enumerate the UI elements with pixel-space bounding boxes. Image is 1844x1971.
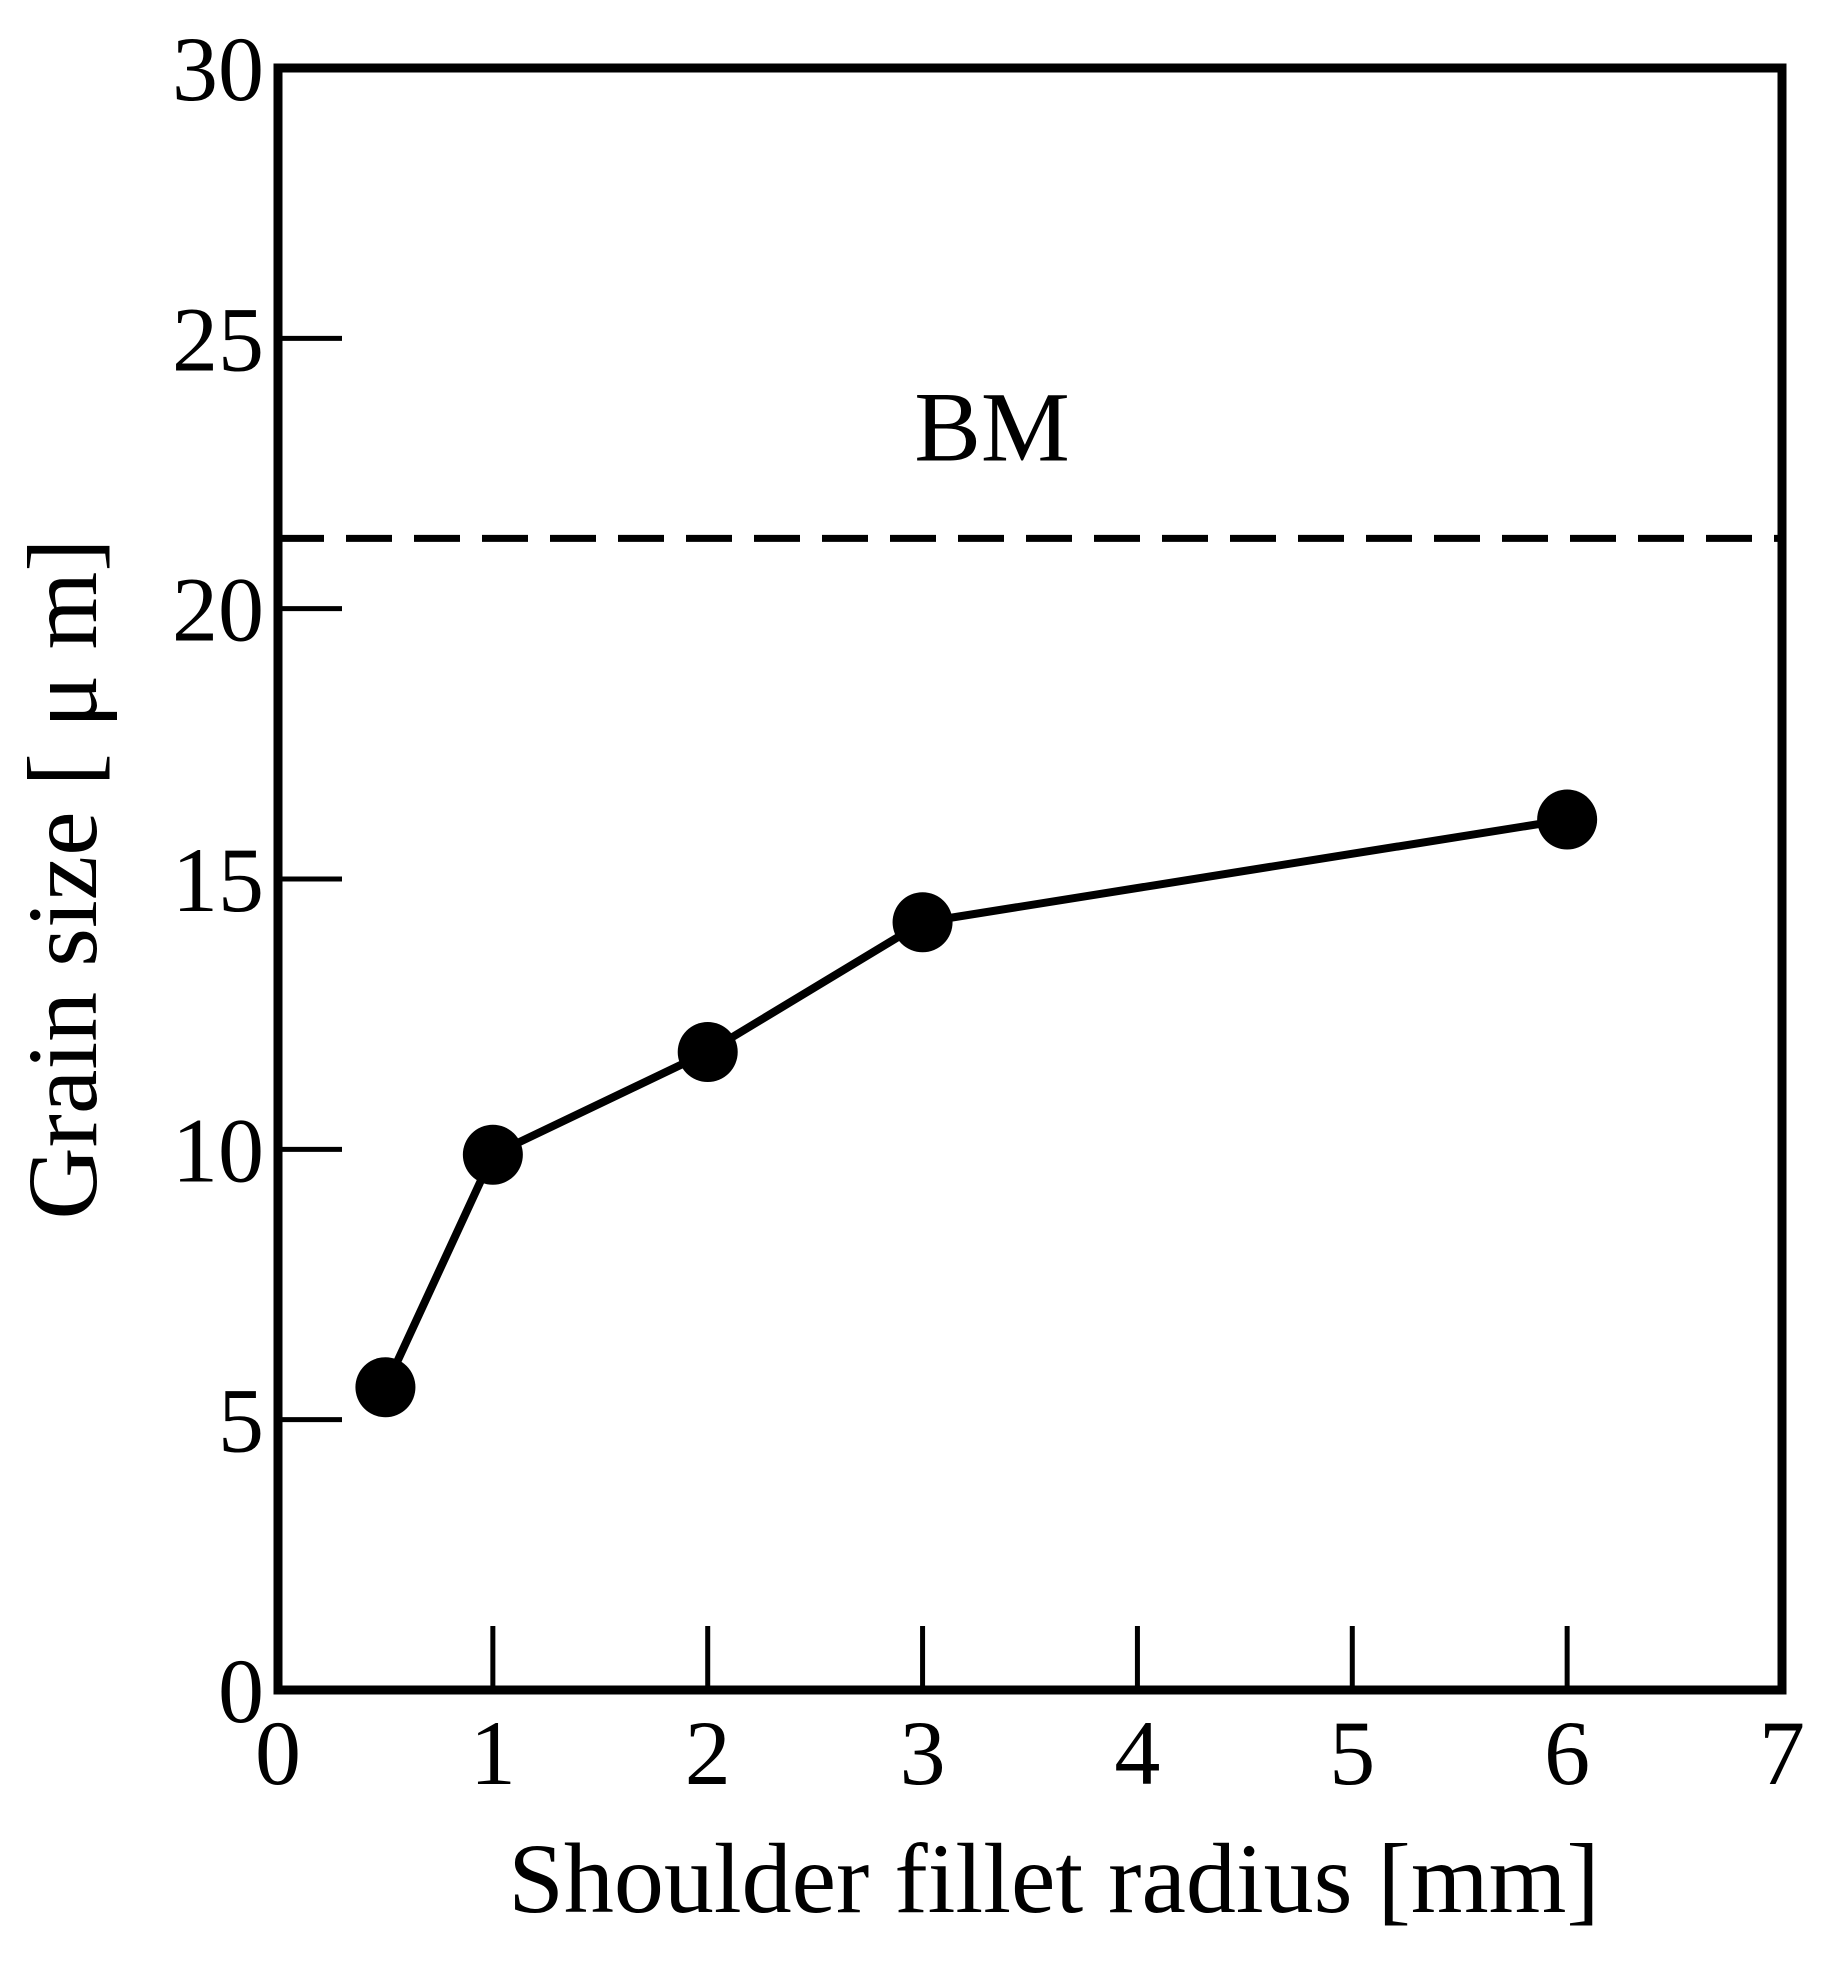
y-tick-label: 5 (218, 1370, 264, 1472)
x-tick-label: 2 (685, 1702, 731, 1804)
y-tick-label: 10 (172, 1099, 264, 1201)
x-tick-label: 1 (470, 1702, 516, 1804)
series-line (381, 815, 1568, 1389)
data-point (1537, 789, 1598, 850)
y-tick-label: 20 (172, 559, 264, 661)
tick-labels: 0 5 10 15 20 25 30 0 1 2 3 4 5 6 7 (172, 18, 1805, 1804)
x-tick-label: 5 (1329, 1702, 1375, 1804)
x-tick-label: 0 (255, 1702, 301, 1804)
x-tick-label: 3 (900, 1702, 946, 1804)
data-point (462, 1124, 523, 1185)
y-tick-label: 25 (172, 288, 264, 390)
y-tick-label: 30 (172, 18, 264, 120)
data-point (892, 892, 953, 953)
reference-lines: BM (278, 371, 1782, 542)
series-layer (355, 789, 1598, 1418)
data-point (355, 1357, 416, 1418)
plot-frame (273, 63, 1787, 1695)
y-tick-label: 15 (172, 829, 264, 931)
x-tick-label: 4 (1114, 1702, 1160, 1804)
x-axis-title: Shoulder fillet radius [mm] (508, 1823, 1599, 1934)
x-tick-label: 7 (1759, 1702, 1805, 1804)
y-axis-title: Grain size [ μ m] (7, 538, 118, 1219)
ticks (278, 335, 1570, 1690)
bm-label: BM (914, 371, 1070, 482)
data-point (677, 1022, 738, 1083)
y-tick-label: 0 (218, 1640, 264, 1742)
x-tick-label: 6 (1544, 1702, 1590, 1804)
